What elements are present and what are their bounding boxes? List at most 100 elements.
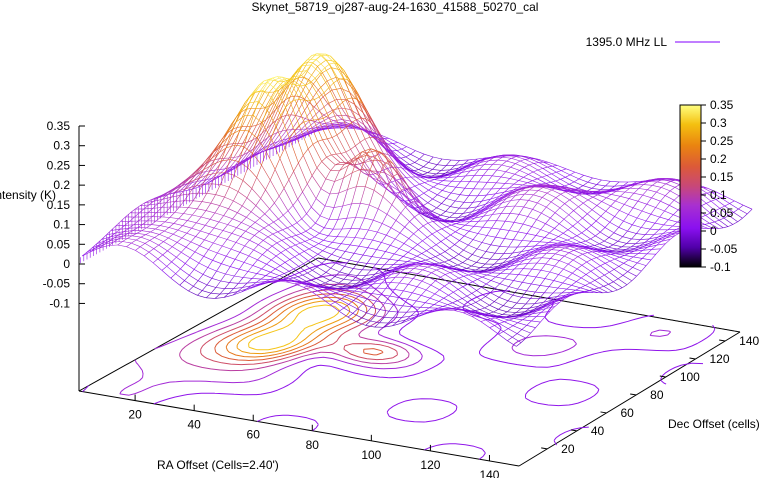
surface-segment [555, 193, 561, 198]
surface-segment [547, 165, 553, 168]
surface-segment [600, 263, 606, 266]
surface-segment [326, 295, 336, 303]
surface-segment [401, 187, 407, 191]
surface-segment [273, 218, 279, 223]
surface-segment [366, 273, 376, 276]
surface-segment [497, 156, 503, 161]
surface-segment [486, 280, 492, 285]
surface-segment [332, 107, 342, 111]
surface-segment [512, 337, 522, 343]
surface-segment [168, 237, 178, 243]
surface-segment [504, 178, 511, 184]
surface-segment [578, 185, 584, 189]
surface-segment [665, 195, 675, 201]
surface-segment [233, 287, 243, 289]
surface-segment [399, 268, 406, 273]
surface-segment [558, 218, 565, 225]
surface-segment [321, 298, 331, 306]
surface-segment [488, 311, 494, 314]
surface-segment [331, 153, 337, 156]
surface-segment [408, 284, 418, 287]
surface-segment [499, 283, 509, 287]
surface-segment [461, 170, 471, 173]
surface-segment [656, 241, 662, 246]
surface-segment [483, 163, 493, 165]
surface-segment [393, 163, 399, 174]
surface-segment [381, 181, 391, 186]
surface-segment [265, 91, 275, 108]
surface-segment [512, 187, 519, 191]
surface-segment [334, 62, 344, 79]
surface-segment [506, 193, 512, 199]
surface-segment [425, 289, 435, 295]
surface-segment [213, 147, 219, 152]
surface-segment [153, 248, 163, 256]
surface-segment [183, 189, 189, 192]
surface-segment [322, 139, 332, 156]
surface-segment [236, 109, 247, 128]
surface-segment [330, 292, 336, 295]
surface-segment [544, 237, 554, 240]
surface-segment [290, 95, 295, 98]
surface-segment [601, 197, 607, 202]
surface-segment [509, 178, 519, 181]
surface-segment [662, 229, 668, 234]
surface-segment [266, 98, 273, 110]
surface-segment [315, 123, 325, 128]
surface-segment [243, 146, 253, 154]
surface-segment [406, 187, 412, 191]
surface-segment [323, 115, 329, 119]
surface-segment [264, 143, 274, 152]
surface-segment [314, 78, 325, 93]
surface-segment [104, 240, 110, 245]
surface-segment [469, 175, 475, 182]
surface-segment [427, 169, 433, 173]
surface-segment [475, 302, 485, 309]
surface-segment [272, 132, 278, 136]
surface-segment [485, 251, 495, 254]
surface-segment [274, 202, 284, 216]
surface-segment [522, 316, 528, 320]
surface-segment [495, 188, 501, 195]
surface-segment [220, 273, 226, 282]
surface-segment [436, 228, 442, 232]
surface-segment [372, 231, 378, 241]
surface-segment [370, 273, 376, 279]
surface-segment [655, 207, 665, 212]
surface-segment [273, 80, 279, 82]
surface-segment [344, 80, 354, 90]
surface-segment [210, 287, 217, 294]
surface-segment [506, 262, 512, 266]
surface-segment [404, 226, 414, 235]
surface-segment [530, 185, 535, 187]
surface-segment [225, 159, 231, 173]
surface-segment [290, 246, 300, 255]
surface-segment [570, 289, 576, 293]
surface-segment [517, 322, 527, 326]
surface-segment [166, 266, 176, 274]
surface-segment [529, 163, 534, 166]
surface-segment [538, 302, 544, 307]
surface-segment [390, 220, 397, 228]
surface-segment [431, 233, 442, 242]
surface-segment [442, 180, 452, 182]
surface-segment [281, 240, 291, 248]
surface-segment [400, 157, 411, 165]
surface-segment [630, 243, 636, 248]
surface-segment [338, 122, 348, 124]
surface-segment [257, 123, 263, 139]
surface-segment [569, 199, 579, 207]
surface-segment [345, 151, 355, 165]
surface-segment [344, 266, 354, 269]
surface-segment [504, 273, 510, 280]
surface-segment [348, 126, 354, 129]
surface-segment [217, 245, 223, 254]
surface-segment [444, 259, 450, 263]
surface-segment [625, 246, 631, 250]
surface-segment [570, 189, 576, 191]
surface-segment [300, 231, 306, 234]
surface-segment [490, 280, 501, 284]
surface-segment [362, 102, 368, 114]
surface-segment [325, 267, 332, 273]
surface-segment [240, 102, 246, 112]
